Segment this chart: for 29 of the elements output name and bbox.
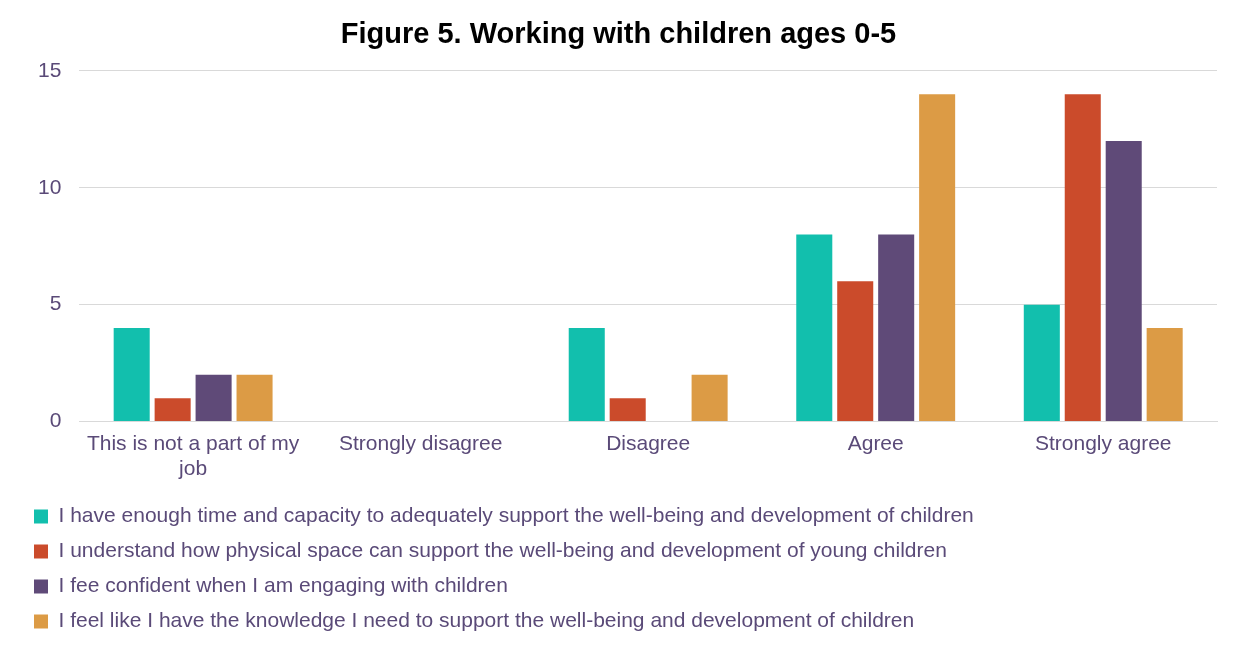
x-tick-label: Strongly agree [1034, 431, 1172, 454]
bar [1023, 304, 1060, 422]
bar [878, 234, 915, 422]
bar [691, 374, 728, 422]
bar [195, 374, 232, 422]
y-tick-label: 0 [49, 408, 62, 432]
bar [1064, 94, 1101, 422]
bar [236, 374, 273, 422]
legend-label: I understand how physical space can support the well-being and development of young children [58, 538, 947, 562]
y-tick-label: 15 [38, 57, 62, 81]
bar [568, 328, 605, 422]
x-tick-label: Agree [847, 431, 904, 454]
x-tick-label: Disagree [606, 431, 691, 454]
bar [113, 328, 150, 422]
bar [1146, 328, 1183, 422]
legend-label: I feel like I have the knowledge I need to support the well-being and development of children [58, 608, 915, 632]
bar [1105, 140, 1142, 422]
bar [609, 398, 646, 422]
chart-title: Figure 5. Working with children ages 0-5 [340, 17, 897, 50]
bar [919, 94, 956, 422]
x-tick-label: This is not a part of my job [86, 431, 300, 480]
legend-label: I fee confident when I am engaging with children [58, 573, 508, 597]
legend-label: I have enough time and capacity to adequately support the well-being and development of children [58, 503, 974, 527]
bar [837, 281, 874, 422]
y-tick-label: 5 [49, 291, 62, 315]
bar [154, 398, 191, 422]
x-tick-label: Strongly disagree [338, 431, 503, 454]
y-tick-label: 10 [38, 174, 62, 198]
bar [796, 234, 833, 422]
